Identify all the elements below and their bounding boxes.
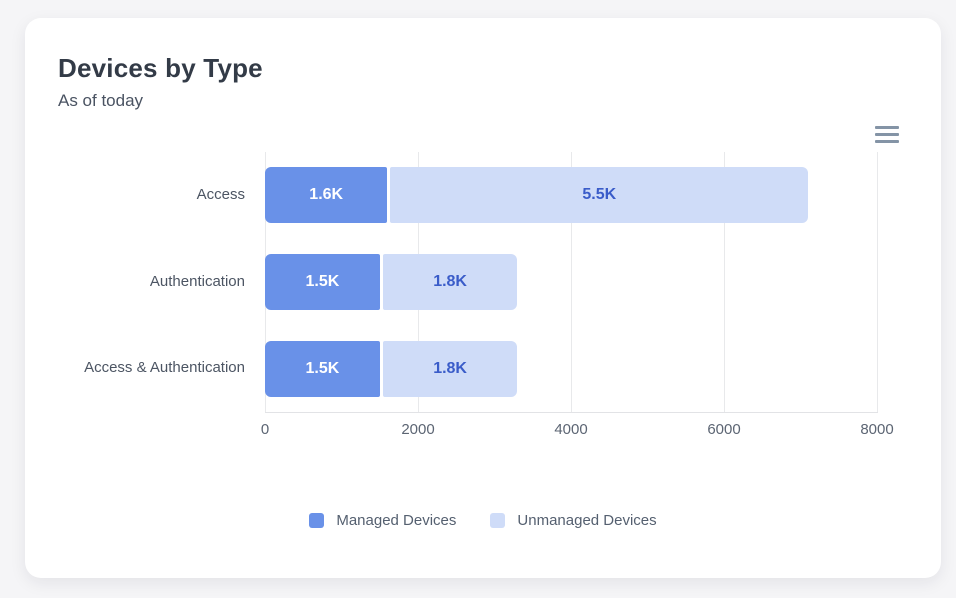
legend-swatch-icon bbox=[309, 513, 325, 528]
chart-subtitle: As of today bbox=[58, 91, 144, 110]
x-gridline-4000 bbox=[571, 152, 572, 412]
category-label-2: Access & Authentication bbox=[84, 359, 245, 377]
bar-segment-managed-devices-1[interactable]: 1.5K bbox=[265, 254, 380, 310]
legend-label: Unmanaged Devices bbox=[517, 512, 657, 529]
bar-segment-managed-devices-0[interactable]: 1.6K bbox=[265, 167, 388, 224]
x-gridline-8000 bbox=[877, 152, 878, 412]
x-gridline-6000 bbox=[724, 152, 725, 412]
x-axis-tick-label-0: 0 bbox=[260, 421, 270, 438]
bar-segment-unmanaged-devices-0[interactable]: 5.5K bbox=[390, 167, 809, 224]
bar-segment-unmanaged-devices-1[interactable]: 1.8K bbox=[382, 254, 518, 310]
bar-segment-managed-devices-2[interactable]: 1.5K bbox=[265, 340, 380, 397]
x-axis-tick-label-8000: 8000 bbox=[860, 421, 894, 438]
x-axis-tick-label-6000: 6000 bbox=[707, 421, 741, 438]
category-label-0: Access bbox=[196, 186, 245, 203]
hamburger-icon bbox=[875, 122, 899, 147]
legend-item-managed-devices[interactable]: Managed Devices bbox=[309, 512, 456, 529]
bar-segment-unmanaged-devices-2[interactable]: 1.8K bbox=[382, 340, 518, 397]
x-axis-tick-label-2000: 2000 bbox=[401, 421, 435, 438]
chart-title: Devices by Type bbox=[58, 53, 263, 83]
x-axis-tick-label-4000: 4000 bbox=[554, 421, 588, 438]
bar-chart-plot-area: 0 2000 4000 6000 8000 Access 1.6K 5.5K Authentic… bbox=[84, 152, 894, 438]
chart-legend: Managed Devices Unmanaged Devices bbox=[25, 512, 941, 529]
x-axis-line bbox=[265, 412, 878, 413]
legend-swatch-icon bbox=[490, 513, 506, 528]
chart-context-menu-button[interactable] bbox=[865, 114, 909, 154]
legend-label: Managed Devices bbox=[336, 512, 457, 529]
legend-item-unmanaged-devices[interactable]: Unmanaged Devices bbox=[490, 512, 657, 529]
category-label-1: Authentication bbox=[149, 272, 245, 290]
devices-by-type-card: Devices by Type As of today 0 2000 4000 600… bbox=[25, 18, 941, 578]
